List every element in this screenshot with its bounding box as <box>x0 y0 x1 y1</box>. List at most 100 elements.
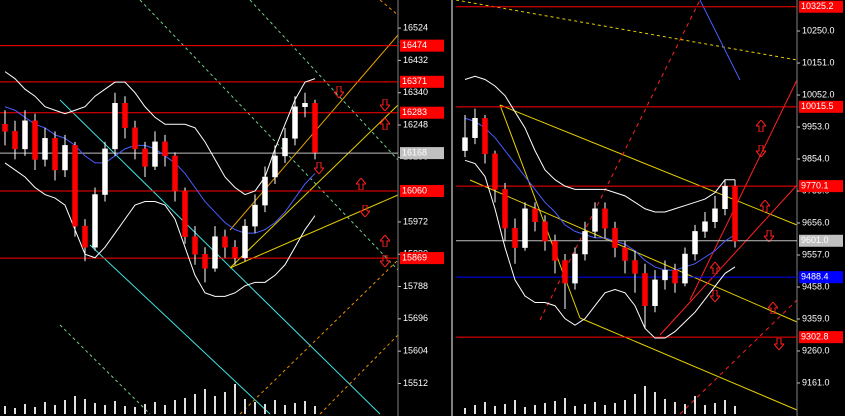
trend-line <box>679 299 798 415</box>
volume-bar <box>634 394 636 414</box>
volume-bar <box>144 404 146 414</box>
level-label: 15869 <box>402 252 427 262</box>
y-tick-label: 16340 <box>403 87 428 97</box>
trend-line <box>139 0 399 271</box>
candle-body <box>482 118 488 155</box>
y-tick-label: 9161.0 <box>802 377 830 387</box>
candle-body <box>502 189 508 229</box>
candle-body <box>242 225 248 258</box>
volume-bar <box>74 396 76 414</box>
y-tick-label: 15604 <box>403 346 428 356</box>
volume-bar <box>304 401 306 414</box>
volume-bar <box>504 404 506 414</box>
volume-bar <box>224 392 226 414</box>
candle-body <box>722 185 728 210</box>
candle-body <box>182 190 188 237</box>
candle-body <box>532 208 538 222</box>
candle-body <box>112 102 118 150</box>
volume-bar <box>24 404 26 414</box>
volume-bar <box>704 405 706 414</box>
candle-body <box>202 253 208 269</box>
trend-line <box>659 184 798 336</box>
volume-bar <box>654 392 656 414</box>
volume-bar <box>724 400 726 414</box>
level-label-box <box>400 75 444 88</box>
level-label-box <box>799 234 843 247</box>
y-tick-label: 10052.0 <box>802 89 835 99</box>
candle-body <box>682 253 688 284</box>
trend-line <box>379 0 399 16</box>
y-tick-label: 9359.0 <box>802 313 830 323</box>
y-tick-label: 10250.0 <box>802 25 835 35</box>
volume-bar <box>264 404 266 414</box>
volume-bar <box>624 400 626 414</box>
volume-bar <box>94 403 96 414</box>
level-label: 16060 <box>402 185 427 195</box>
candle-body <box>662 269 668 281</box>
y-tick-label: 15512 <box>403 378 428 388</box>
indicator-line <box>4 162 316 297</box>
volume-bar <box>194 394 196 414</box>
candle-body <box>12 131 18 150</box>
volume-bar <box>594 402 596 414</box>
candle-body <box>92 194 98 248</box>
level-label-box <box>799 271 843 284</box>
volume-bar <box>184 398 186 414</box>
candle-body <box>282 138 288 157</box>
candle-body <box>522 208 528 248</box>
level-label: 9601.0 <box>801 235 829 245</box>
candle-body <box>572 253 578 284</box>
trend-line <box>229 194 399 269</box>
candle-body <box>462 137 468 151</box>
candle-body <box>702 221 708 232</box>
candle-body <box>122 102 128 129</box>
y-tick-label: 15788 <box>403 281 428 291</box>
level-label: 9488.4 <box>801 272 829 282</box>
candle-body <box>712 208 718 222</box>
volume-bar <box>44 402 46 414</box>
candle-body <box>622 247 628 261</box>
candle-body <box>612 227 618 248</box>
level-label: 16371 <box>402 76 427 86</box>
trend-line <box>229 104 399 269</box>
candle-body <box>212 236 218 269</box>
y-tick-label: 16524 <box>403 22 428 32</box>
volume-bar <box>284 405 286 414</box>
volume-bar <box>4 406 6 414</box>
y-tick-label: 16432 <box>403 55 428 65</box>
level-label-box <box>400 185 444 198</box>
volume-bar <box>464 408 466 414</box>
candle-body <box>292 106 298 139</box>
level-label-box <box>799 0 843 13</box>
y-tick-label: 9854.0 <box>802 153 830 163</box>
y-tick-label: 9458.0 <box>802 281 830 291</box>
level-label: 16474 <box>402 40 427 50</box>
volume-bar <box>314 406 316 414</box>
volume-bar <box>124 406 126 414</box>
volume-bar <box>574 406 576 414</box>
trend-line <box>579 317 798 411</box>
volume-bar <box>534 405 536 414</box>
volume-bar <box>664 399 666 414</box>
volume-bar <box>244 399 246 414</box>
candle-body <box>592 208 598 232</box>
candle-body <box>542 221 548 242</box>
level-label-box <box>400 147 444 160</box>
volume-bar <box>604 405 606 414</box>
candle-body <box>152 141 158 167</box>
volume-bar <box>674 402 676 414</box>
candle-body <box>192 236 198 255</box>
level-label-box <box>400 252 444 265</box>
volume-bar <box>294 403 296 414</box>
trend-line <box>239 259 399 415</box>
candle-body <box>132 127 138 150</box>
candle-body <box>512 227 518 248</box>
volume-bar <box>64 400 66 414</box>
volume-bar <box>514 400 516 414</box>
trend-line <box>455 0 798 61</box>
level-label: 10015.5 <box>801 101 834 111</box>
trend-line <box>699 0 741 81</box>
candle-body <box>272 155 278 178</box>
